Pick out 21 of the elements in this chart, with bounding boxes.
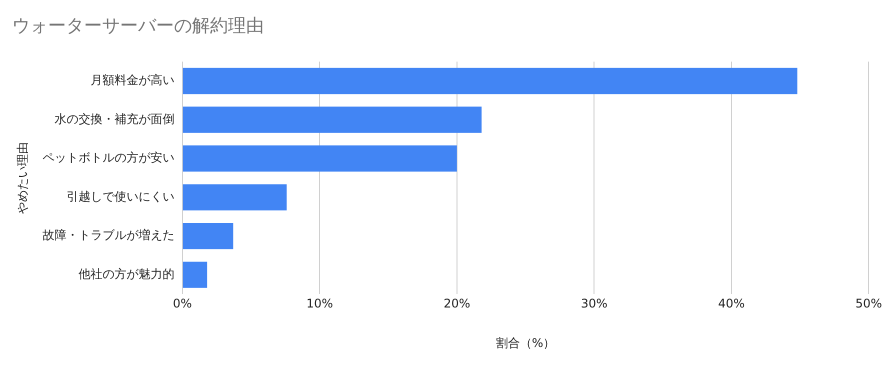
bar [182, 184, 287, 210]
x-tick-label: 0% [172, 296, 192, 311]
x-tick-label: 20% [444, 296, 470, 311]
x-tick-label: 30% [580, 296, 608, 311]
y-tick-label: 引越しで使いにくい [66, 189, 174, 204]
bar [182, 106, 482, 133]
x-tick-label: 10% [306, 296, 333, 311]
y-tick-label: 他社の方が魅力的 [78, 266, 174, 281]
y-tick-label: 故障・トラブルが増えた [42, 228, 174, 242]
x-axis-title: 割合（%） [496, 336, 556, 350]
y-axis-title: やめたい理由 [15, 142, 30, 214]
y-tick-label: ペットボトルの方が安い [42, 150, 174, 165]
bar [182, 262, 208, 288]
y-tick-label: 水の交換・補充が面倒 [54, 112, 174, 126]
x-tick-label: 50% [855, 296, 882, 311]
bar [182, 68, 798, 94]
y-tick-label: 月額料金が高い [90, 73, 174, 88]
bar [182, 222, 234, 250]
x-tick-label: 40% [718, 296, 745, 311]
bar [182, 145, 457, 172]
chart-title: ウォーターサーバーの解約理由 [12, 15, 264, 36]
